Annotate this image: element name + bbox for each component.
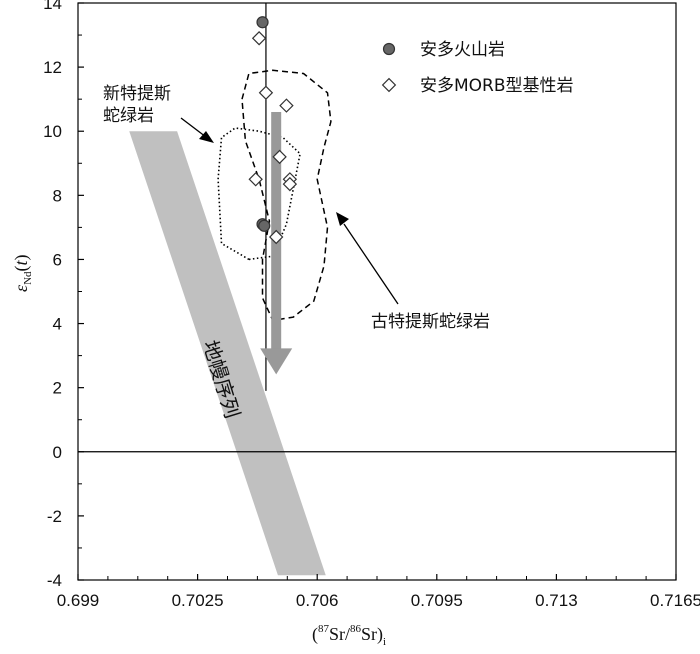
paleo-tethys-outline xyxy=(241,69,332,322)
x-tick-label: 0.713 xyxy=(535,591,578,610)
ticks-layer: 0.699 0.7025 0.706 0.7095 0.713 0.7165 -4 -2 0 2 4… xyxy=(43,0,700,610)
trend-arrow-head xyxy=(260,348,293,375)
neo-tethys-label-line1: 新特提斯 xyxy=(103,84,171,104)
x-tick-label: 0.7025 xyxy=(172,591,224,610)
legend-circle-marker xyxy=(382,42,396,56)
x-axis-title: (87Sr/86Sr)i xyxy=(312,623,386,648)
point-morb xyxy=(279,98,294,113)
y-tick-label: 10 xyxy=(43,122,62,141)
legend-label-morb: 安多MORB型基性岩 xyxy=(420,76,574,96)
y-axis-title: εNd(t) xyxy=(11,254,34,292)
y-tick-label: 14 xyxy=(43,0,62,13)
point-volcanic xyxy=(258,219,271,232)
y-tick-label: 6 xyxy=(53,250,62,269)
y-tick-label: -4 xyxy=(47,571,62,590)
legend-label-volcanic: 安多火山岩 xyxy=(420,40,505,60)
x-tick-label: 0.706 xyxy=(296,591,339,610)
neo-tethys-arrow xyxy=(180,117,214,143)
point-morb xyxy=(282,176,298,192)
point-morb xyxy=(251,31,267,46)
paleo-tethys-arrow xyxy=(336,212,399,305)
x-tick-label: 0.7165 xyxy=(650,591,700,610)
legend-diamond-marker xyxy=(381,77,397,93)
y-tick-label: 12 xyxy=(43,58,62,77)
y-tick-label: 0 xyxy=(53,443,62,462)
points-layer xyxy=(248,16,298,245)
neo-tethys-label-line2: 蛇绿岩 xyxy=(103,106,154,126)
mantle-array-band xyxy=(129,131,326,576)
point-morb xyxy=(268,229,284,245)
y-tick-label: 2 xyxy=(53,379,62,398)
point-morb xyxy=(248,172,263,187)
point-morb xyxy=(258,85,274,100)
y-tick-label: 4 xyxy=(53,315,62,334)
y-tick-label: -2 xyxy=(47,507,62,526)
x-tick-label: 0.699 xyxy=(57,591,100,610)
legend: 安多火山岩 安多MORB型基性岩 xyxy=(381,40,574,96)
paleo-tethys-label: 古特提斯蛇绿岩 xyxy=(371,312,490,332)
x-tick-label: 0.7095 xyxy=(411,591,463,610)
y-tick-label: 8 xyxy=(53,186,62,205)
point-morb xyxy=(272,149,287,165)
neo-tethys-outline xyxy=(217,127,301,261)
point-volcanic xyxy=(256,16,269,29)
